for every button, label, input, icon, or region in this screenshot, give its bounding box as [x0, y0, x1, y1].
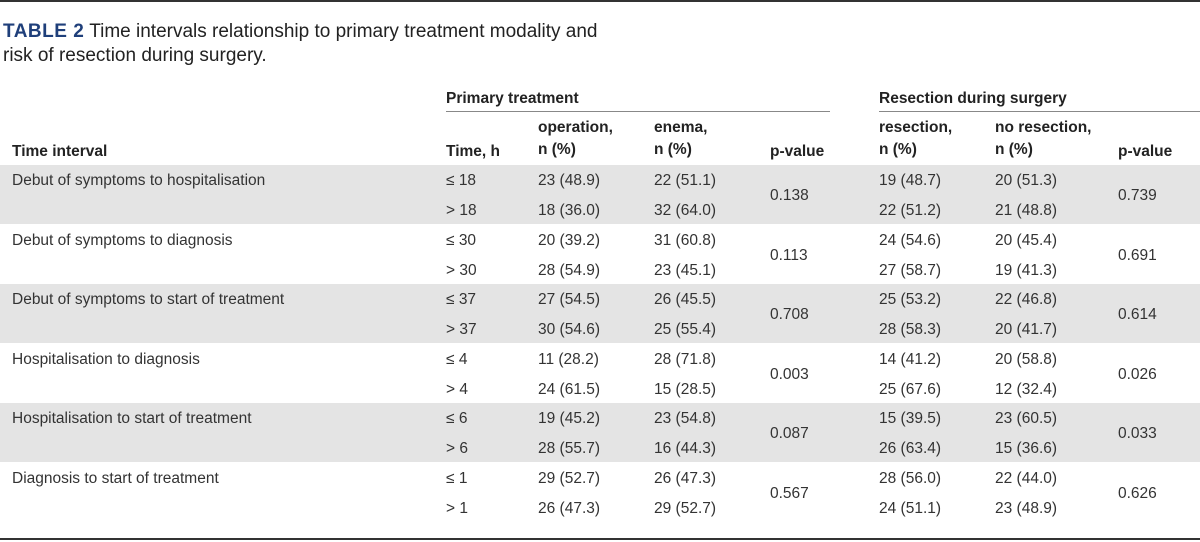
header-enema: enema, n (%): [654, 119, 708, 158]
group-resection-rule: [879, 111, 1200, 112]
cell-enema: 29 (52.7): [654, 500, 717, 517]
cell-p-value-resection: 0.626: [1118, 485, 1157, 502]
cell-p-value-primary: 0.708: [770, 306, 809, 323]
cell-operation: 29 (52.7): [538, 470, 601, 487]
group-resection-during-surgery: Resection during surgery: [879, 90, 1067, 107]
cell-p-value-primary: 0.003: [770, 366, 809, 383]
cell-time-interval: Debut of symptoms to hospitalisation: [12, 172, 266, 189]
cell-p-value-primary: 0.138: [770, 187, 809, 204]
header-p-value-primary: p-value: [770, 143, 825, 160]
bottom-rule: [0, 538, 1200, 540]
cell-enema: 23 (45.1): [654, 262, 717, 279]
cell-time: > 30: [446, 262, 477, 279]
cell-enema: 32 (64.0): [654, 202, 717, 219]
cell-time: ≤ 4: [446, 351, 468, 368]
header-no-resection: no resection, n (%): [995, 119, 1092, 158]
table-caption-text: Time intervals relationship to primary t…: [3, 21, 598, 66]
cell-time: > 6: [446, 440, 468, 457]
top-rule: [0, 0, 1200, 2]
cell-time: > 1: [446, 500, 468, 517]
cell-operation: 23 (48.9): [538, 172, 601, 189]
cell-p-value-resection: 0.691: [1118, 247, 1157, 264]
cell-time: ≤ 6: [446, 410, 468, 427]
cell-time: ≤ 1: [446, 470, 468, 487]
cell-enema: 22 (51.1): [654, 172, 717, 189]
cell-p-value-primary: 0.087: [770, 425, 809, 442]
cell-enema: 25 (55.4): [654, 321, 717, 338]
table-row: [0, 403, 1200, 462]
cell-time-interval: Debut of symptoms to diagnosis: [12, 232, 233, 249]
cell-no-resection: 20 (58.8): [995, 351, 1058, 368]
cell-enema: 23 (54.8): [654, 410, 717, 427]
table-row: [0, 284, 1200, 343]
cell-time-interval: Diagnosis to start of treatment: [12, 470, 219, 487]
header-operation: operation, n (%): [538, 119, 613, 158]
cell-time: > 37: [446, 321, 477, 338]
cell-p-value-resection: 0.026: [1118, 366, 1157, 383]
cell-enema: 26 (45.5): [654, 291, 717, 308]
cell-enema: 26 (47.3): [654, 470, 717, 487]
cell-no-resection: 19 (41.3): [995, 262, 1058, 279]
cell-time: ≤ 18: [446, 172, 477, 189]
cell-resection: 25 (53.2): [879, 291, 942, 308]
cell-operation: 18 (36.0): [538, 202, 601, 219]
cell-no-resection: 20 (45.4): [995, 232, 1058, 249]
cell-no-resection: 15 (36.6): [995, 440, 1058, 457]
cell-time-interval: Hospitalisation to diagnosis: [12, 351, 200, 368]
cell-time-interval: Debut of symptoms to start of treatment: [12, 291, 285, 308]
header-time-interval: Time interval: [12, 143, 108, 160]
cell-p-value-primary: 0.113: [770, 247, 808, 264]
table-caption: TABLE 2 Time intervals relationship to p…: [3, 20, 623, 68]
table-row: [0, 165, 1200, 224]
cell-no-resection: 22 (46.8): [995, 291, 1058, 308]
cell-enema: 31 (60.8): [654, 232, 717, 249]
cell-no-resection: 23 (48.9): [995, 500, 1058, 517]
table-label: TABLE 2: [3, 21, 85, 42]
cell-resection: 24 (54.6): [879, 232, 942, 249]
cell-operation: 28 (54.9): [538, 262, 601, 279]
cell-resection: 26 (63.4): [879, 440, 942, 457]
cell-operation: 26 (47.3): [538, 500, 601, 517]
cell-operation: 20 (39.2): [538, 232, 601, 249]
cell-p-value-resection: 0.033: [1118, 425, 1157, 442]
cell-operation: 30 (54.6): [538, 321, 601, 338]
cell-time: ≤ 30: [446, 232, 477, 249]
cell-p-value-primary: 0.567: [770, 485, 809, 502]
cell-no-resection: 20 (51.3): [995, 172, 1058, 189]
cell-time: ≤ 37: [446, 291, 477, 308]
cell-operation: 24 (61.5): [538, 381, 601, 398]
cell-operation: 19 (45.2): [538, 410, 601, 427]
cell-enema: 15 (28.5): [654, 381, 717, 398]
header-resection: resection, n (%): [879, 119, 953, 158]
cell-time: > 18: [446, 202, 477, 219]
group-primary-treatment: Primary treatment: [446, 90, 579, 107]
cell-p-value-resection: 0.739: [1118, 187, 1157, 204]
cell-p-value-resection: 0.614: [1118, 306, 1157, 323]
cell-time-interval: Hospitalisation to start of treatment: [12, 410, 252, 427]
cell-resection: 25 (67.6): [879, 381, 942, 398]
cell-resection: 24 (51.1): [879, 500, 942, 517]
cell-operation: 11 (28.2): [538, 351, 599, 368]
cell-time: > 4: [446, 381, 468, 398]
cell-no-resection: 20 (41.7): [995, 321, 1058, 338]
cell-resection: 14 (41.2): [879, 351, 942, 368]
cell-operation: 28 (55.7): [538, 440, 601, 457]
cell-operation: 27 (54.5): [538, 291, 601, 308]
cell-no-resection: 21 (48.8): [995, 202, 1058, 219]
header-time-h: Time, h: [446, 143, 500, 160]
cell-resection: 22 (51.2): [879, 202, 942, 219]
cell-resection: 28 (56.0): [879, 470, 942, 487]
header-p-value-resection: p-value: [1118, 143, 1173, 160]
cell-resection: 15 (39.5): [879, 410, 942, 427]
group-primary-rule: [446, 111, 830, 112]
cell-enema: 16 (44.3): [654, 440, 717, 457]
cell-resection: 19 (48.7): [879, 172, 942, 189]
cell-no-resection: 22 (44.0): [995, 470, 1058, 487]
cell-resection: 27 (58.7): [879, 262, 942, 279]
cell-enema: 28 (71.8): [654, 351, 717, 368]
cell-no-resection: 23 (60.5): [995, 410, 1058, 427]
cell-no-resection: 12 (32.4): [995, 381, 1058, 398]
cell-resection: 28 (58.3): [879, 321, 942, 338]
